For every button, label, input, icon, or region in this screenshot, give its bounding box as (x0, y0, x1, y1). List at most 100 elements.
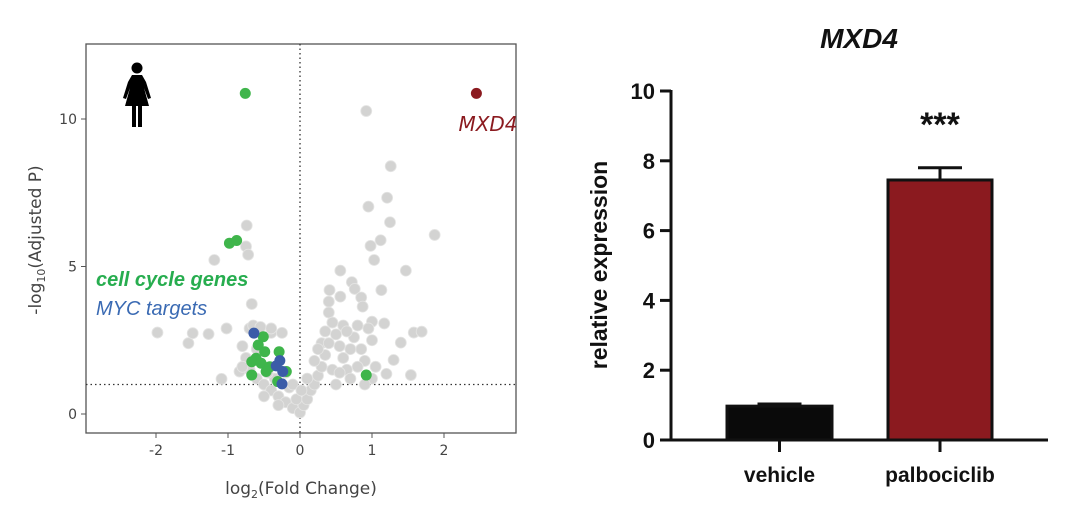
gene-point (355, 343, 368, 356)
gene-point (272, 399, 285, 412)
gene-point (326, 316, 339, 329)
gene-point (333, 366, 346, 379)
x-tick-label: palbociclib (885, 464, 995, 487)
y-tick-label: 2 (643, 358, 655, 383)
gene-point (242, 248, 255, 261)
gene-point (236, 360, 249, 373)
gene-point (378, 317, 391, 330)
cell-cycle-gene-point (257, 331, 269, 343)
cell-cycle-gene-point (255, 357, 267, 369)
cell-cycle-gene-point (259, 346, 271, 358)
gene-point (381, 191, 394, 204)
gene-point (308, 354, 321, 367)
gene-point (202, 328, 215, 340)
gene-point (351, 360, 364, 373)
cell-cycle-gene-point (246, 356, 258, 368)
gene-point (380, 367, 393, 380)
woman-icon (123, 62, 151, 127)
gene-point (364, 239, 377, 252)
x-tick-label: 0 (296, 443, 305, 459)
gene-point (215, 372, 228, 385)
x-tick-label: vehicle (744, 464, 815, 487)
gene-point (404, 369, 417, 381)
gene-point (322, 306, 335, 319)
gene-point (236, 340, 249, 353)
y-tick-label: 0 (68, 407, 77, 423)
significance-marker: *** (920, 106, 960, 144)
gene-point (322, 337, 335, 350)
x-tick-label: 1 (368, 443, 377, 459)
gene-point (295, 384, 308, 397)
gene-point (356, 300, 369, 313)
y-axis-label: -log10(Adjusted P) (26, 165, 48, 314)
gene-point (384, 216, 396, 229)
gene-point (387, 354, 400, 366)
gene-point (334, 290, 347, 303)
gene-point (333, 340, 346, 353)
cell-cycle-gene-point (360, 369, 372, 381)
cell-cycle-gene-point (260, 366, 272, 378)
y-tick-label: 0 (643, 428, 655, 453)
gene-point (301, 372, 314, 385)
gene-point (360, 105, 373, 117)
gene-point (182, 337, 195, 350)
gene-point (245, 298, 258, 310)
gene-point (265, 322, 278, 335)
gene-point (428, 229, 441, 241)
gene-point (220, 322, 233, 335)
gene-point (384, 160, 397, 173)
bar-palbociclib (886, 178, 994, 442)
gene-point (348, 283, 361, 295)
cell-cycle-gene-point (231, 235, 243, 247)
gene-point (322, 295, 335, 308)
y-tick-label: 6 (643, 219, 655, 244)
volcano-plot: -2 -1 0 1 2 0 5 10 MXD4 cell cycle genes MYC ta… (26, 43, 518, 501)
gene-point (337, 352, 350, 364)
gene-point (362, 322, 375, 335)
gene-point (276, 326, 288, 339)
cell-cycle-gene-point (246, 369, 258, 381)
myc-target-point (248, 327, 260, 339)
gene-point (312, 343, 324, 356)
gene-point (399, 264, 412, 277)
y-tick-label: 4 (643, 288, 656, 313)
gene-point (344, 343, 357, 356)
x-tick-label: -1 (221, 443, 235, 459)
y-tick-label: 10 (59, 112, 77, 128)
bar-vehicle (725, 404, 834, 442)
myc-target-point (277, 366, 289, 378)
annotation-myc-targets: MYC targets (96, 298, 207, 320)
gene-point (375, 284, 388, 297)
gene-point (323, 284, 336, 297)
gene-point (358, 378, 371, 391)
gene-point (351, 319, 364, 332)
gene-point (258, 390, 270, 403)
myc-target-point (276, 378, 288, 390)
bar-chart: MXD4 relative expression vehicle palbocic… (586, 23, 1048, 487)
gene-point (208, 254, 221, 266)
bar-chart-title: MXD4 (820, 23, 898, 54)
x-axis-label: log2(Fold Change) (225, 479, 377, 501)
gene-point (362, 200, 375, 213)
cell-cycle-gene-point (273, 346, 285, 358)
bar-y-axis-label: relative expression (586, 161, 612, 369)
gene-point (368, 254, 381, 266)
y-tick-label: 8 (643, 149, 655, 174)
gene-point (340, 325, 353, 338)
gene-point (240, 219, 253, 232)
cell-cycle-gene-point (239, 87, 251, 99)
gene-point (366, 334, 378, 347)
gene-point (319, 325, 332, 338)
gene-point (186, 327, 199, 340)
volcano-frame (85, 43, 517, 434)
y-tick-label: 5 (68, 260, 77, 276)
gene-point (369, 360, 382, 373)
gene-point (344, 372, 357, 385)
mxd4-point (470, 87, 482, 99)
y-tick-label: 10 (631, 79, 655, 104)
x-tick-label: 2 (440, 443, 449, 459)
annotation-mxd4: MXD4 (458, 112, 517, 136)
gene-point (415, 325, 428, 338)
x-tick-label: -2 (149, 443, 163, 459)
